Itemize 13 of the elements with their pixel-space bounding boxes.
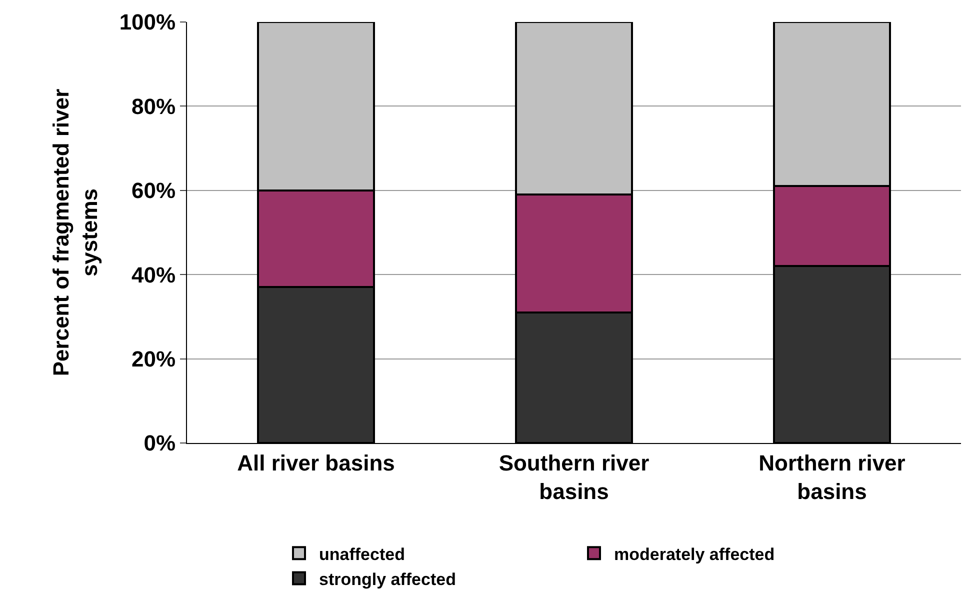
y-tick-label: 60%: [132, 178, 176, 204]
y-tick-label: 80%: [132, 94, 176, 119]
legend-label: moderately affected: [614, 544, 775, 564]
x-tick-label: Northern river basins: [758, 450, 906, 504]
y-axis-title: Percent of fragmented river systems: [48, 88, 102, 376]
y-tick-label: 20%: [132, 346, 176, 372]
legend-label: unaffected: [319, 544, 405, 564]
y-tick-label: 0%: [144, 430, 176, 456]
y-tick-label: 40%: [132, 262, 176, 288]
x-tick-label: All river basins: [237, 450, 395, 476]
y-tick-label: 100%: [119, 10, 176, 35]
x-tick-label: Southern river basins: [498, 450, 650, 504]
legend-label: strongly affected: [319, 570, 456, 589]
